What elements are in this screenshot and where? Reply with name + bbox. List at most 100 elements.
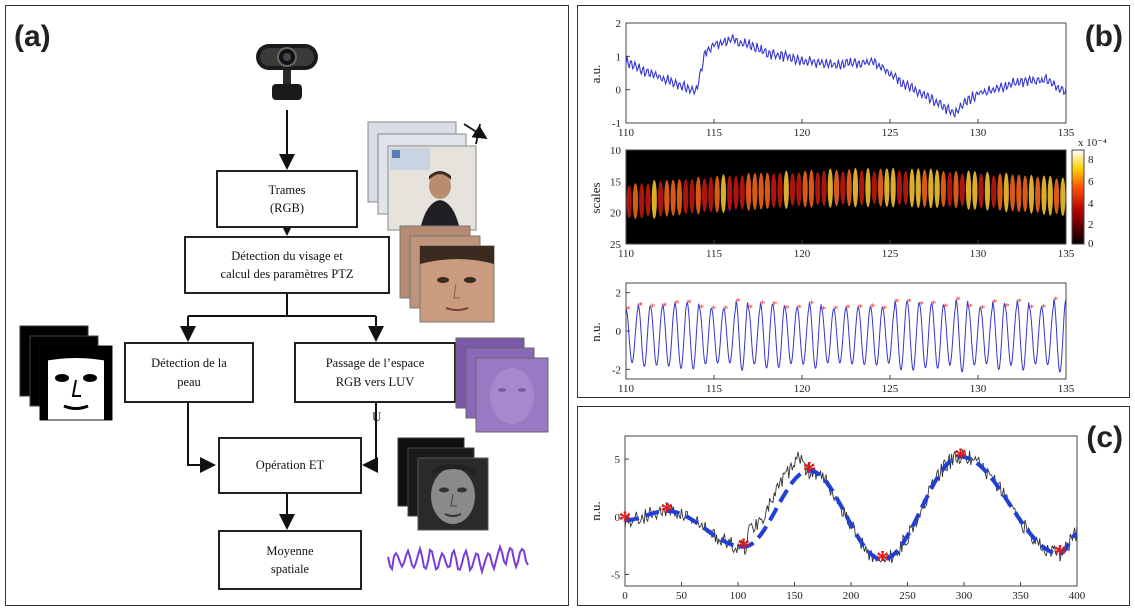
scalogram-cell (626, 185, 632, 219)
x-tick-label: 135 (1058, 127, 1075, 139)
peak-marker: * (967, 302, 973, 314)
filtered-signal-ylabel: n.u. (588, 322, 603, 342)
flow-arrows (180, 110, 488, 530)
x-tick-label: 150 (786, 590, 803, 602)
scalogram-cell (1009, 174, 1016, 212)
y-tick-label: 1 (616, 51, 622, 63)
peak-marker: * (857, 302, 863, 314)
peak-marker: * (772, 299, 778, 311)
webcam-icon (256, 44, 318, 100)
colorbar-exponent: x 10⁻⁴ (1078, 137, 1107, 149)
scalogram-cell (683, 179, 689, 215)
peak-marker: * (906, 296, 912, 308)
ptz-arrow-icon (463, 123, 488, 145)
x-tick-label: 125 (882, 127, 899, 139)
x-tick-label: 115 (706, 127, 723, 139)
x-tick-label: 110 (618, 127, 635, 139)
peak-marker: * (1004, 301, 1010, 313)
peak-marker: * (955, 295, 961, 307)
panel-b: (b) 110 115 120 125 130 135 -1 0 1 2 a.u. 110 115 1… (577, 5, 1130, 398)
panel-b-charts: 110 115 120 125 130 135 -1 0 1 2 a.u. 110 115 120 12… (588, 18, 1107, 395)
scalogram-cell (664, 180, 670, 217)
colorbar (1071, 149, 1085, 245)
scalogram-cell (745, 172, 752, 211)
luv-image (455, 337, 549, 433)
scalogram-cell (859, 170, 865, 206)
peak-marker: * (954, 443, 967, 472)
peak-marker: * (637, 300, 643, 312)
colorbar-tick: 6 (1088, 176, 1094, 188)
scalogram-cell (752, 172, 758, 211)
x-tick-label: 250 (899, 590, 916, 602)
peak-marker: * (1016, 296, 1022, 308)
peak-marker: * (870, 301, 876, 313)
scalogram-cell (720, 174, 727, 214)
scalogram-cell (802, 170, 808, 208)
panel-c-ylabel: n.u. (588, 501, 603, 521)
face-crops-image (399, 225, 495, 323)
peak-marker: * (919, 299, 925, 311)
panel-c: (c) 0 50 100 150 200 250 300 350 400 -5 0 5 * * * * * * *… (577, 406, 1130, 606)
scalogram-cell (657, 181, 664, 217)
scalogram-cell (921, 169, 928, 208)
scalogram-cell (733, 176, 739, 210)
x-tick-label: 350 (1012, 590, 1029, 602)
scalogram-cell (915, 168, 921, 208)
arrow-luv-to-and (362, 403, 378, 473)
scalogram-cell (632, 183, 639, 220)
peak-marker: * (1029, 303, 1035, 315)
panel-c-label: (c) (1086, 421, 1123, 454)
scalogram-cell (884, 168, 890, 207)
scalogram-cell (984, 171, 991, 211)
scalogram-cell (896, 170, 903, 206)
x-tick-label: 100 (730, 590, 747, 602)
peak-marker: * (803, 457, 816, 486)
x-tick-label: 125 (882, 248, 899, 260)
peak-marker: * (711, 304, 717, 316)
scalogram-cell (739, 175, 745, 210)
scalogram-cell (827, 168, 833, 208)
panel-a-label: (a) (14, 20, 51, 53)
scalogram-cell (1047, 175, 1053, 216)
x-tick-label: 135 (1058, 383, 1075, 395)
scalogram-cell (852, 167, 859, 208)
panel-c-chart: 0 50 100 150 200 250 300 350 400-505 * ****** n.u… (588, 435, 1086, 602)
arrow-skin-to-and (187, 403, 216, 473)
y-tick-label: 5 (615, 454, 621, 466)
x-tick-label: 130 (970, 127, 987, 139)
peak-marker: * (1053, 294, 1059, 306)
skin-mask-image (19, 325, 113, 421)
scalogram-cell (965, 170, 972, 210)
peak-marker: * (809, 298, 815, 310)
scalogram-cell (833, 169, 840, 207)
scalogram-cell (865, 167, 871, 208)
scalogram-cell (783, 170, 789, 210)
peak-marker: * (723, 304, 729, 316)
scalogram-cell (758, 172, 764, 210)
panel-b-label: (b) (1084, 20, 1123, 53)
scalogram-cell (978, 173, 984, 209)
y-tick-label: 0 (615, 512, 621, 524)
raw-signal-line (625, 34, 1067, 118)
scalogram-cell (789, 173, 796, 206)
x-tick-label: 120 (794, 127, 811, 139)
scalogram-cell (953, 170, 959, 209)
colorbar-tick: 2 (1088, 219, 1094, 231)
and-result-image (397, 437, 489, 531)
y-tick-label: 0 (616, 326, 622, 338)
scalogram-cell (708, 176, 714, 213)
y-tick-label: 2 (616, 18, 622, 30)
scalogram-cell (972, 171, 978, 210)
scalogram-cell (639, 183, 645, 219)
fitted-curve-line (625, 454, 1078, 562)
peak-marker: * (992, 297, 998, 309)
scalogram-cell (1016, 174, 1022, 213)
scalogram-cell (808, 169, 815, 208)
peak-marker: * (882, 303, 888, 315)
peak-marker: * (737, 533, 750, 562)
frames-box: Trames (RGB) (216, 170, 358, 228)
scalogram-cell (846, 169, 852, 207)
chart-filtered-signal: 110 115 120 125 130 135 -2 0 2 * * * * * * * * * * * * * * * * *… (588, 282, 1075, 395)
scalogram-cell (997, 173, 1003, 211)
peak-marker: * (980, 303, 986, 315)
